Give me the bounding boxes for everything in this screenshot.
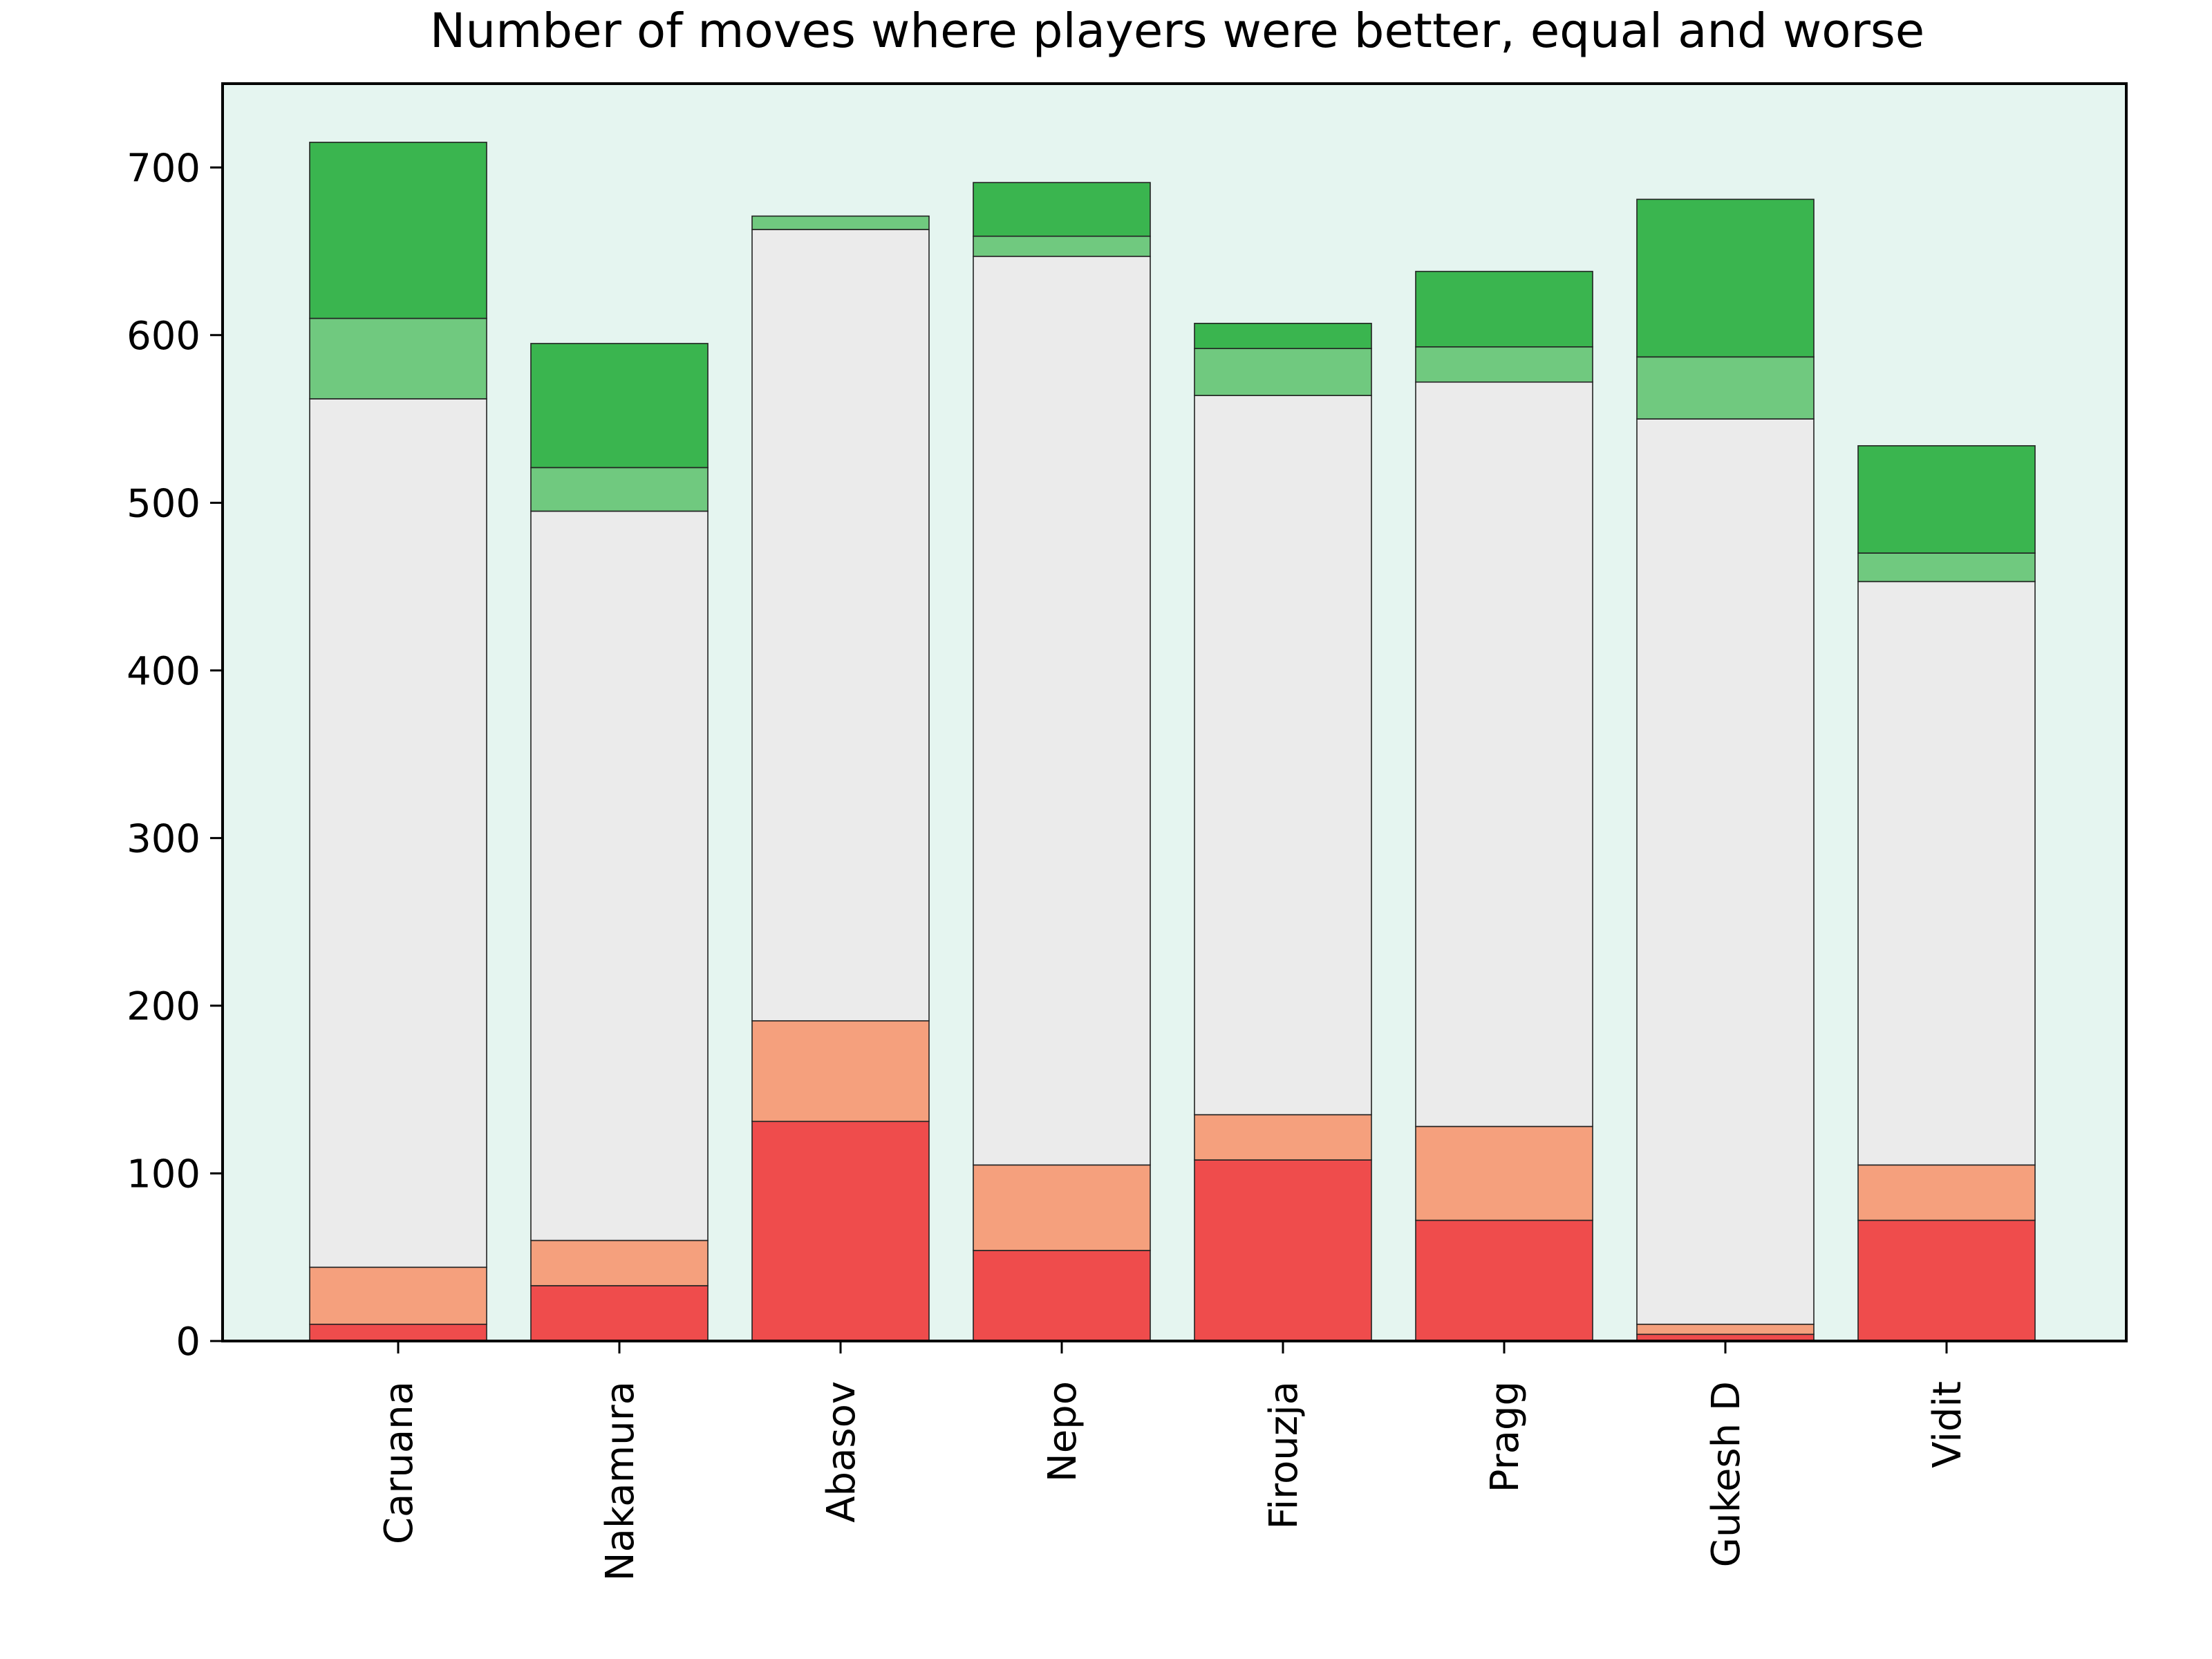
x-tick-label-nepo: Nepo <box>1040 1381 1085 1482</box>
y-tick-label: 700 <box>126 146 200 191</box>
bar-segment-nepo-4 <box>973 182 1151 237</box>
bar-segment-nakamura-0 <box>530 1285 709 1342</box>
x-tick-label-caruana: Caruana <box>377 1381 422 1544</box>
x-tick-label-gukesh-d: Gukesh D <box>1704 1381 1749 1567</box>
x-tick-label-vidit: Vidit <box>1925 1381 1970 1468</box>
bar-segment-abasov-1 <box>751 1020 930 1123</box>
bar-segment-caruana-1 <box>309 1266 487 1325</box>
bar-segment-pragg-1 <box>1415 1125 1593 1221</box>
bar-segment-firouzja-3 <box>1194 348 1372 396</box>
bar-segment-abasov-3 <box>751 215 930 230</box>
x-tick-label-firouzja: Firouzja <box>1262 1381 1306 1530</box>
bar-segment-caruana-2 <box>309 398 487 1268</box>
bar-segment-firouzja-1 <box>1194 1114 1372 1161</box>
bar-segment-vidit-2 <box>1857 581 2036 1166</box>
x-tick-label-abasov: Abasov <box>819 1381 864 1523</box>
bar-segment-pragg-4 <box>1415 270 1593 348</box>
bar-segment-abasov-2 <box>751 229 930 1022</box>
bar-segment-nepo-3 <box>973 235 1151 257</box>
bars-group <box>309 142 2036 1342</box>
bar-segment-firouzja-2 <box>1194 395 1372 1116</box>
bar-segment-nakamura-1 <box>530 1239 709 1286</box>
bar-segment-nepo-2 <box>973 256 1151 1166</box>
plot-frame <box>221 82 2128 1342</box>
y-tick-label: 500 <box>126 481 200 526</box>
y-tick-label: 300 <box>126 816 200 861</box>
y-axis: 0 100 200 300 400 500 600 700 <box>126 146 223 1365</box>
bar-segment-gukesh-d-3 <box>1636 356 1815 420</box>
bar-segment-vidit-3 <box>1857 552 2036 583</box>
bar-segment-pragg-3 <box>1415 346 1593 383</box>
bar-segment-caruana-0 <box>309 1323 487 1342</box>
bar-segment-nakamura-3 <box>530 467 709 512</box>
bar-segment-firouzja-0 <box>1194 1159 1372 1342</box>
bar-segment-nakamura-4 <box>530 343 709 469</box>
y-tick-label: 200 <box>126 984 200 1029</box>
bar-segment-nepo-1 <box>973 1164 1151 1251</box>
y-tick-label: 400 <box>126 649 200 694</box>
bar-segment-firouzja-4 <box>1194 323 1372 350</box>
bar-segment-abasov-0 <box>751 1121 930 1342</box>
bar-segment-gukesh-d-4 <box>1636 198 1815 358</box>
y-tick-label: 600 <box>126 314 200 359</box>
bar-segment-nakamura-2 <box>530 510 709 1241</box>
bar-segment-vidit-0 <box>1857 1219 2036 1342</box>
bar-segment-caruana-4 <box>309 142 487 319</box>
bar-segment-vidit-4 <box>1857 445 2036 554</box>
bar-segment-pragg-2 <box>1415 381 1593 1127</box>
y-tick-label: 100 <box>126 1152 200 1197</box>
bar-segment-gukesh-d-2 <box>1636 418 1815 1325</box>
bar-segment-vidit-1 <box>1857 1164 2036 1221</box>
bar-segment-gukesh-d-1 <box>1636 1323 1815 1335</box>
bar-segment-nepo-0 <box>973 1250 1151 1342</box>
x-tick-label-pragg: Pragg <box>1483 1381 1528 1492</box>
y-tick-label: 0 <box>176 1320 200 1365</box>
bar-segment-caruana-3 <box>309 317 487 400</box>
chart-title: Number of moves where players were bette… <box>430 3 1924 59</box>
bar-segment-pragg-0 <box>1415 1219 1593 1342</box>
plot-area-background <box>223 84 2126 1341</box>
x-tick-label-nakamura: Nakamura <box>598 1381 643 1581</box>
x-axis: Caruana Nakamura Abasov Nepo Firouzja Pragg Gu… <box>377 1341 1970 1581</box>
